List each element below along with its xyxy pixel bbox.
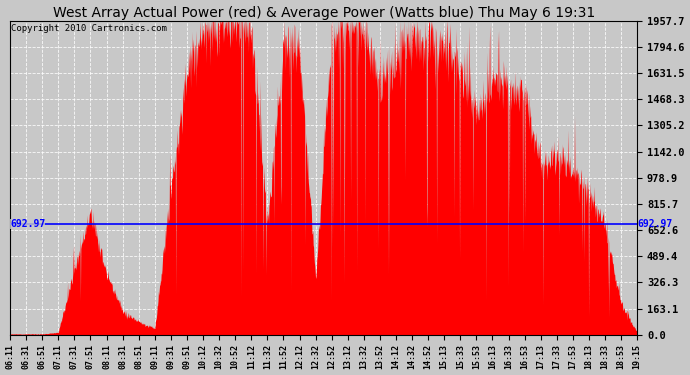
Text: Copyright 2010 Cartronics.com: Copyright 2010 Cartronics.com	[11, 24, 167, 33]
Text: 692.97: 692.97	[10, 219, 46, 229]
Text: 692.97: 692.97	[638, 219, 673, 229]
Title: West Array Actual Power (red) & Average Power (Watts blue) Thu May 6 19:31: West Array Actual Power (red) & Average …	[52, 6, 595, 20]
